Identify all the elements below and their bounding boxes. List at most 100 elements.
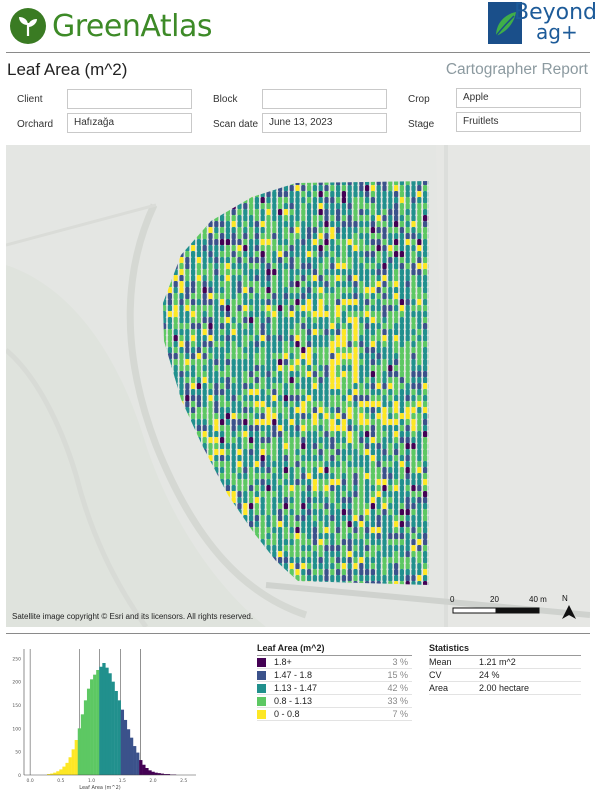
tree-segment xyxy=(260,227,265,234)
tree-segment xyxy=(405,323,410,330)
tree-segment xyxy=(370,521,375,528)
tree-segment xyxy=(341,521,346,528)
tree-segment xyxy=(341,557,346,564)
tree-segment xyxy=(382,209,387,216)
tree-segment xyxy=(295,563,300,570)
histogram-bar xyxy=(53,772,57,775)
tree-segment xyxy=(214,443,219,450)
scan-date-field[interactable]: June 13, 2023 xyxy=(262,113,387,133)
tree-segment xyxy=(202,275,207,282)
tree-segment xyxy=(324,575,329,582)
tree-segment xyxy=(411,251,416,258)
tree-segment xyxy=(353,425,358,432)
tree-segment xyxy=(382,503,387,510)
tree-segment xyxy=(388,521,393,528)
tree-segment xyxy=(423,401,428,408)
tree-segment xyxy=(394,521,399,528)
tree-segment xyxy=(353,491,358,498)
tree-segment xyxy=(388,527,393,534)
tree-segment xyxy=(382,497,387,504)
tree-segment xyxy=(173,281,178,288)
tree-segment xyxy=(347,215,352,222)
tree-segment xyxy=(359,185,364,192)
tree-segment xyxy=(289,497,294,504)
tree-segment xyxy=(347,365,352,372)
histogram-bar xyxy=(83,700,88,775)
bottom-divider xyxy=(6,633,590,634)
tree-segment xyxy=(365,209,370,216)
orchard-field[interactable]: Hafızağa xyxy=(67,113,192,133)
tree-segment xyxy=(301,551,306,558)
tree-segment xyxy=(272,299,277,306)
tree-segment xyxy=(196,359,201,366)
tree-segment xyxy=(318,497,323,504)
tree-segment xyxy=(417,383,422,390)
tree-segment xyxy=(336,221,341,228)
tree-segment xyxy=(376,245,381,252)
tree-segment xyxy=(336,197,341,204)
tree-segment xyxy=(283,239,288,246)
tree-segment xyxy=(272,323,277,330)
tree-segment xyxy=(173,305,178,312)
tree-segment xyxy=(225,473,230,480)
tree-segment xyxy=(307,365,312,372)
tree-segment xyxy=(266,413,271,420)
tree-segment xyxy=(266,473,271,480)
tree-segment xyxy=(353,557,358,564)
tree-segment xyxy=(347,461,352,468)
tree-segment xyxy=(417,539,422,546)
tree-segment xyxy=(307,233,312,240)
stage-field[interactable]: Fruitlets xyxy=(456,112,581,132)
tree-segment xyxy=(336,287,341,294)
tree-segment xyxy=(341,329,346,336)
tree-segment xyxy=(231,323,236,330)
tree-segment xyxy=(278,395,283,402)
tree-segment xyxy=(231,425,236,432)
tree-segment xyxy=(365,395,370,402)
tree-segment xyxy=(336,347,341,354)
tree-segment xyxy=(225,305,230,312)
tree-segment xyxy=(405,521,410,528)
tree-segment xyxy=(254,461,259,468)
tree-segment xyxy=(336,569,341,576)
tree-segment xyxy=(324,293,329,300)
tree-segment xyxy=(376,449,381,456)
tree-segment xyxy=(243,503,248,510)
tree-segment xyxy=(405,245,410,252)
tree-segment xyxy=(173,287,178,294)
tree-segment xyxy=(382,395,387,402)
tree-segment xyxy=(365,401,370,408)
tree-segment xyxy=(336,275,341,282)
tree-segment xyxy=(301,491,306,498)
tree-segment xyxy=(272,527,277,534)
tree-segment xyxy=(225,461,230,468)
tree-segment xyxy=(370,545,375,552)
tree-segment xyxy=(249,275,254,282)
tree-segment xyxy=(405,437,410,444)
tree-segment xyxy=(353,251,358,258)
tree-segment xyxy=(417,491,422,498)
tree-segment xyxy=(295,527,300,534)
tree-segment xyxy=(266,269,271,276)
tree-segment xyxy=(208,257,213,264)
orchard-map[interactable]: 0 20 40 m xyxy=(6,145,590,627)
tree-segment xyxy=(312,455,317,462)
block-field[interactable] xyxy=(262,89,387,109)
tree-segment xyxy=(260,359,265,366)
client-field[interactable] xyxy=(67,89,192,109)
tree-segment xyxy=(405,395,410,402)
tree-segment xyxy=(289,209,294,216)
tree-segment xyxy=(417,461,422,468)
tree-segment xyxy=(208,281,213,288)
tree-segment xyxy=(399,203,404,210)
tree-segment xyxy=(399,521,404,528)
crop-field[interactable]: Apple xyxy=(456,88,581,108)
tree-segment xyxy=(289,413,294,420)
tree-segment xyxy=(347,257,352,264)
tree-segment xyxy=(202,311,207,318)
tree-segment xyxy=(254,389,259,396)
tree-segment xyxy=(243,311,248,318)
tree-segment xyxy=(382,293,387,300)
tree-segment xyxy=(411,323,416,330)
tree-segment xyxy=(370,503,375,510)
